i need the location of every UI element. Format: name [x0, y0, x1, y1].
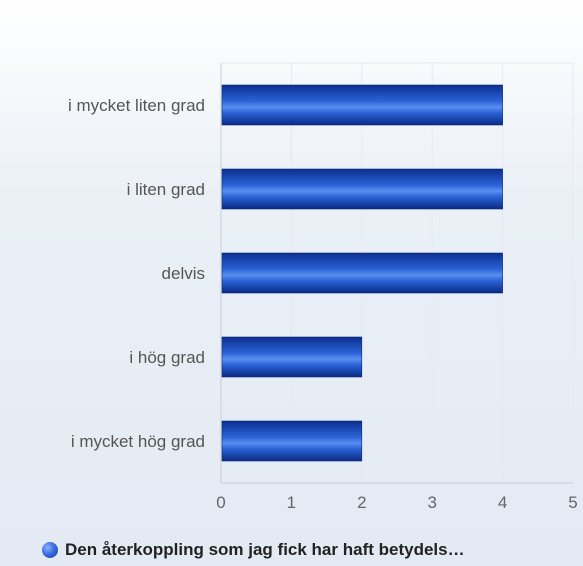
bar[interactable]	[221, 336, 363, 378]
legend-marker-icon	[42, 542, 58, 558]
grid-lines	[220, 62, 574, 484]
x-tick-label: 3	[427, 493, 436, 512]
x-tick-label: 5	[568, 493, 577, 512]
bar[interactable]	[221, 252, 503, 294]
category-labels: i mycket liten grad i liten grad delvis i h…	[68, 96, 205, 451]
bar[interactable]	[221, 84, 503, 126]
x-tick-labels: 0 1 2 3 4 5	[216, 493, 577, 512]
bar[interactable]	[221, 168, 503, 210]
category-label: delvis	[162, 264, 205, 283]
bar[interactable]	[221, 420, 363, 462]
legend[interactable]: Den återkoppling som jag fick har haft b…	[42, 540, 465, 560]
bars	[221, 84, 503, 462]
category-label: i liten grad	[127, 180, 205, 199]
x-tick-label: 4	[498, 493, 507, 512]
x-tick-label: 1	[287, 493, 296, 512]
x-tick-label: 0	[216, 493, 225, 512]
category-label: i hög grad	[129, 348, 205, 367]
category-label: i mycket liten grad	[68, 96, 205, 115]
legend-label: Den återkoppling som jag fick har haft b…	[65, 540, 465, 559]
x-tick-label: 2	[357, 493, 366, 512]
category-label: i mycket hög grad	[71, 432, 205, 451]
